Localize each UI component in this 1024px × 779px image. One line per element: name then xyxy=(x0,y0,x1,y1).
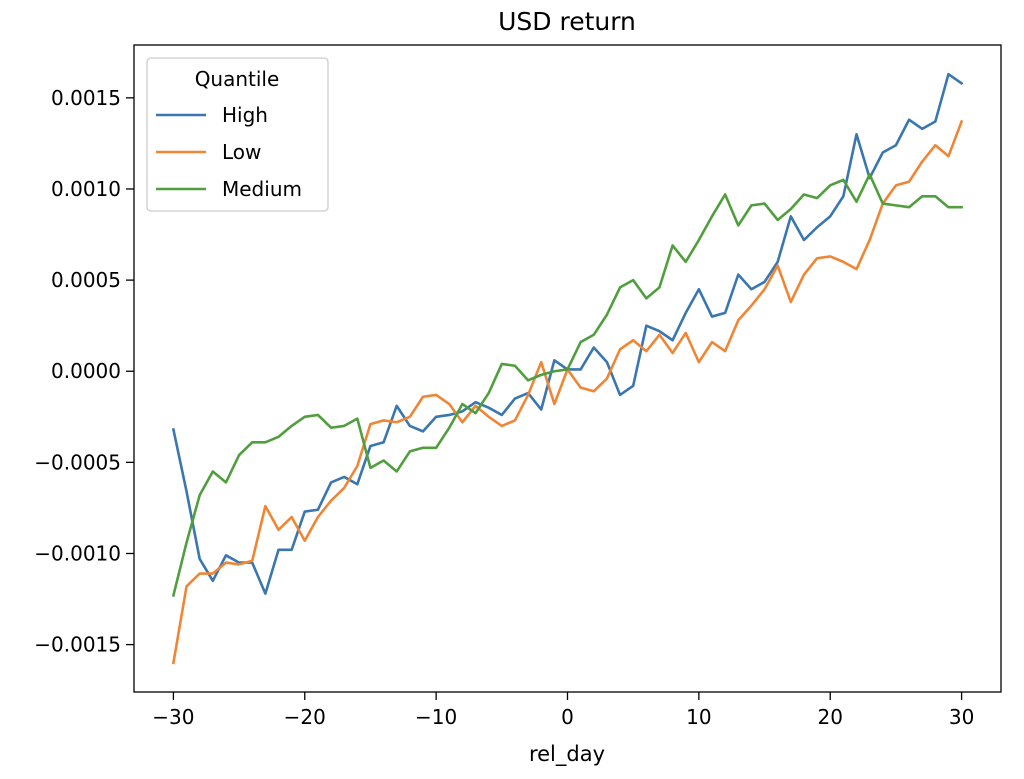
x-tick-label: 30 xyxy=(949,705,974,729)
legend: Quantile High Low Medium xyxy=(146,57,329,212)
x-tick-label: 0 xyxy=(561,705,574,729)
x-tick-label: −20 xyxy=(284,705,326,729)
series-line-medium xyxy=(171,173,963,597)
y-tick-label: 0.0015 xyxy=(51,86,121,110)
y-tick-label: 0.0000 xyxy=(51,359,121,383)
x-tick-label: −10 xyxy=(415,705,457,729)
y-tick-label: 0.0010 xyxy=(51,177,121,201)
legend-label-low: Low xyxy=(222,140,261,164)
x-tick-label: 10 xyxy=(686,705,711,729)
legend-label-high: High xyxy=(222,103,268,127)
x-axis-label: rel_day xyxy=(529,742,605,767)
chart-title: USD return xyxy=(498,7,636,36)
legend-label-medium: Medium xyxy=(222,177,302,201)
y-tick-label: −0.0015 xyxy=(34,633,121,657)
y-tick-label: −0.0005 xyxy=(34,450,121,474)
x-axis: −30 −20 −10 0 10 20 30 xyxy=(152,692,974,729)
x-tick-label: −30 xyxy=(152,705,194,729)
x-tick-label: 20 xyxy=(818,705,843,729)
y-tick-label: 0.0005 xyxy=(51,268,121,292)
legend-box xyxy=(146,57,329,212)
series-group xyxy=(171,72,964,665)
y-axis: −0.0015 −0.0010 −0.0005 0.0000 0.0005 0.0010 0… xyxy=(34,86,134,657)
y-tick-label: −0.0010 xyxy=(34,541,121,565)
legend-title: Quantile xyxy=(195,67,280,91)
